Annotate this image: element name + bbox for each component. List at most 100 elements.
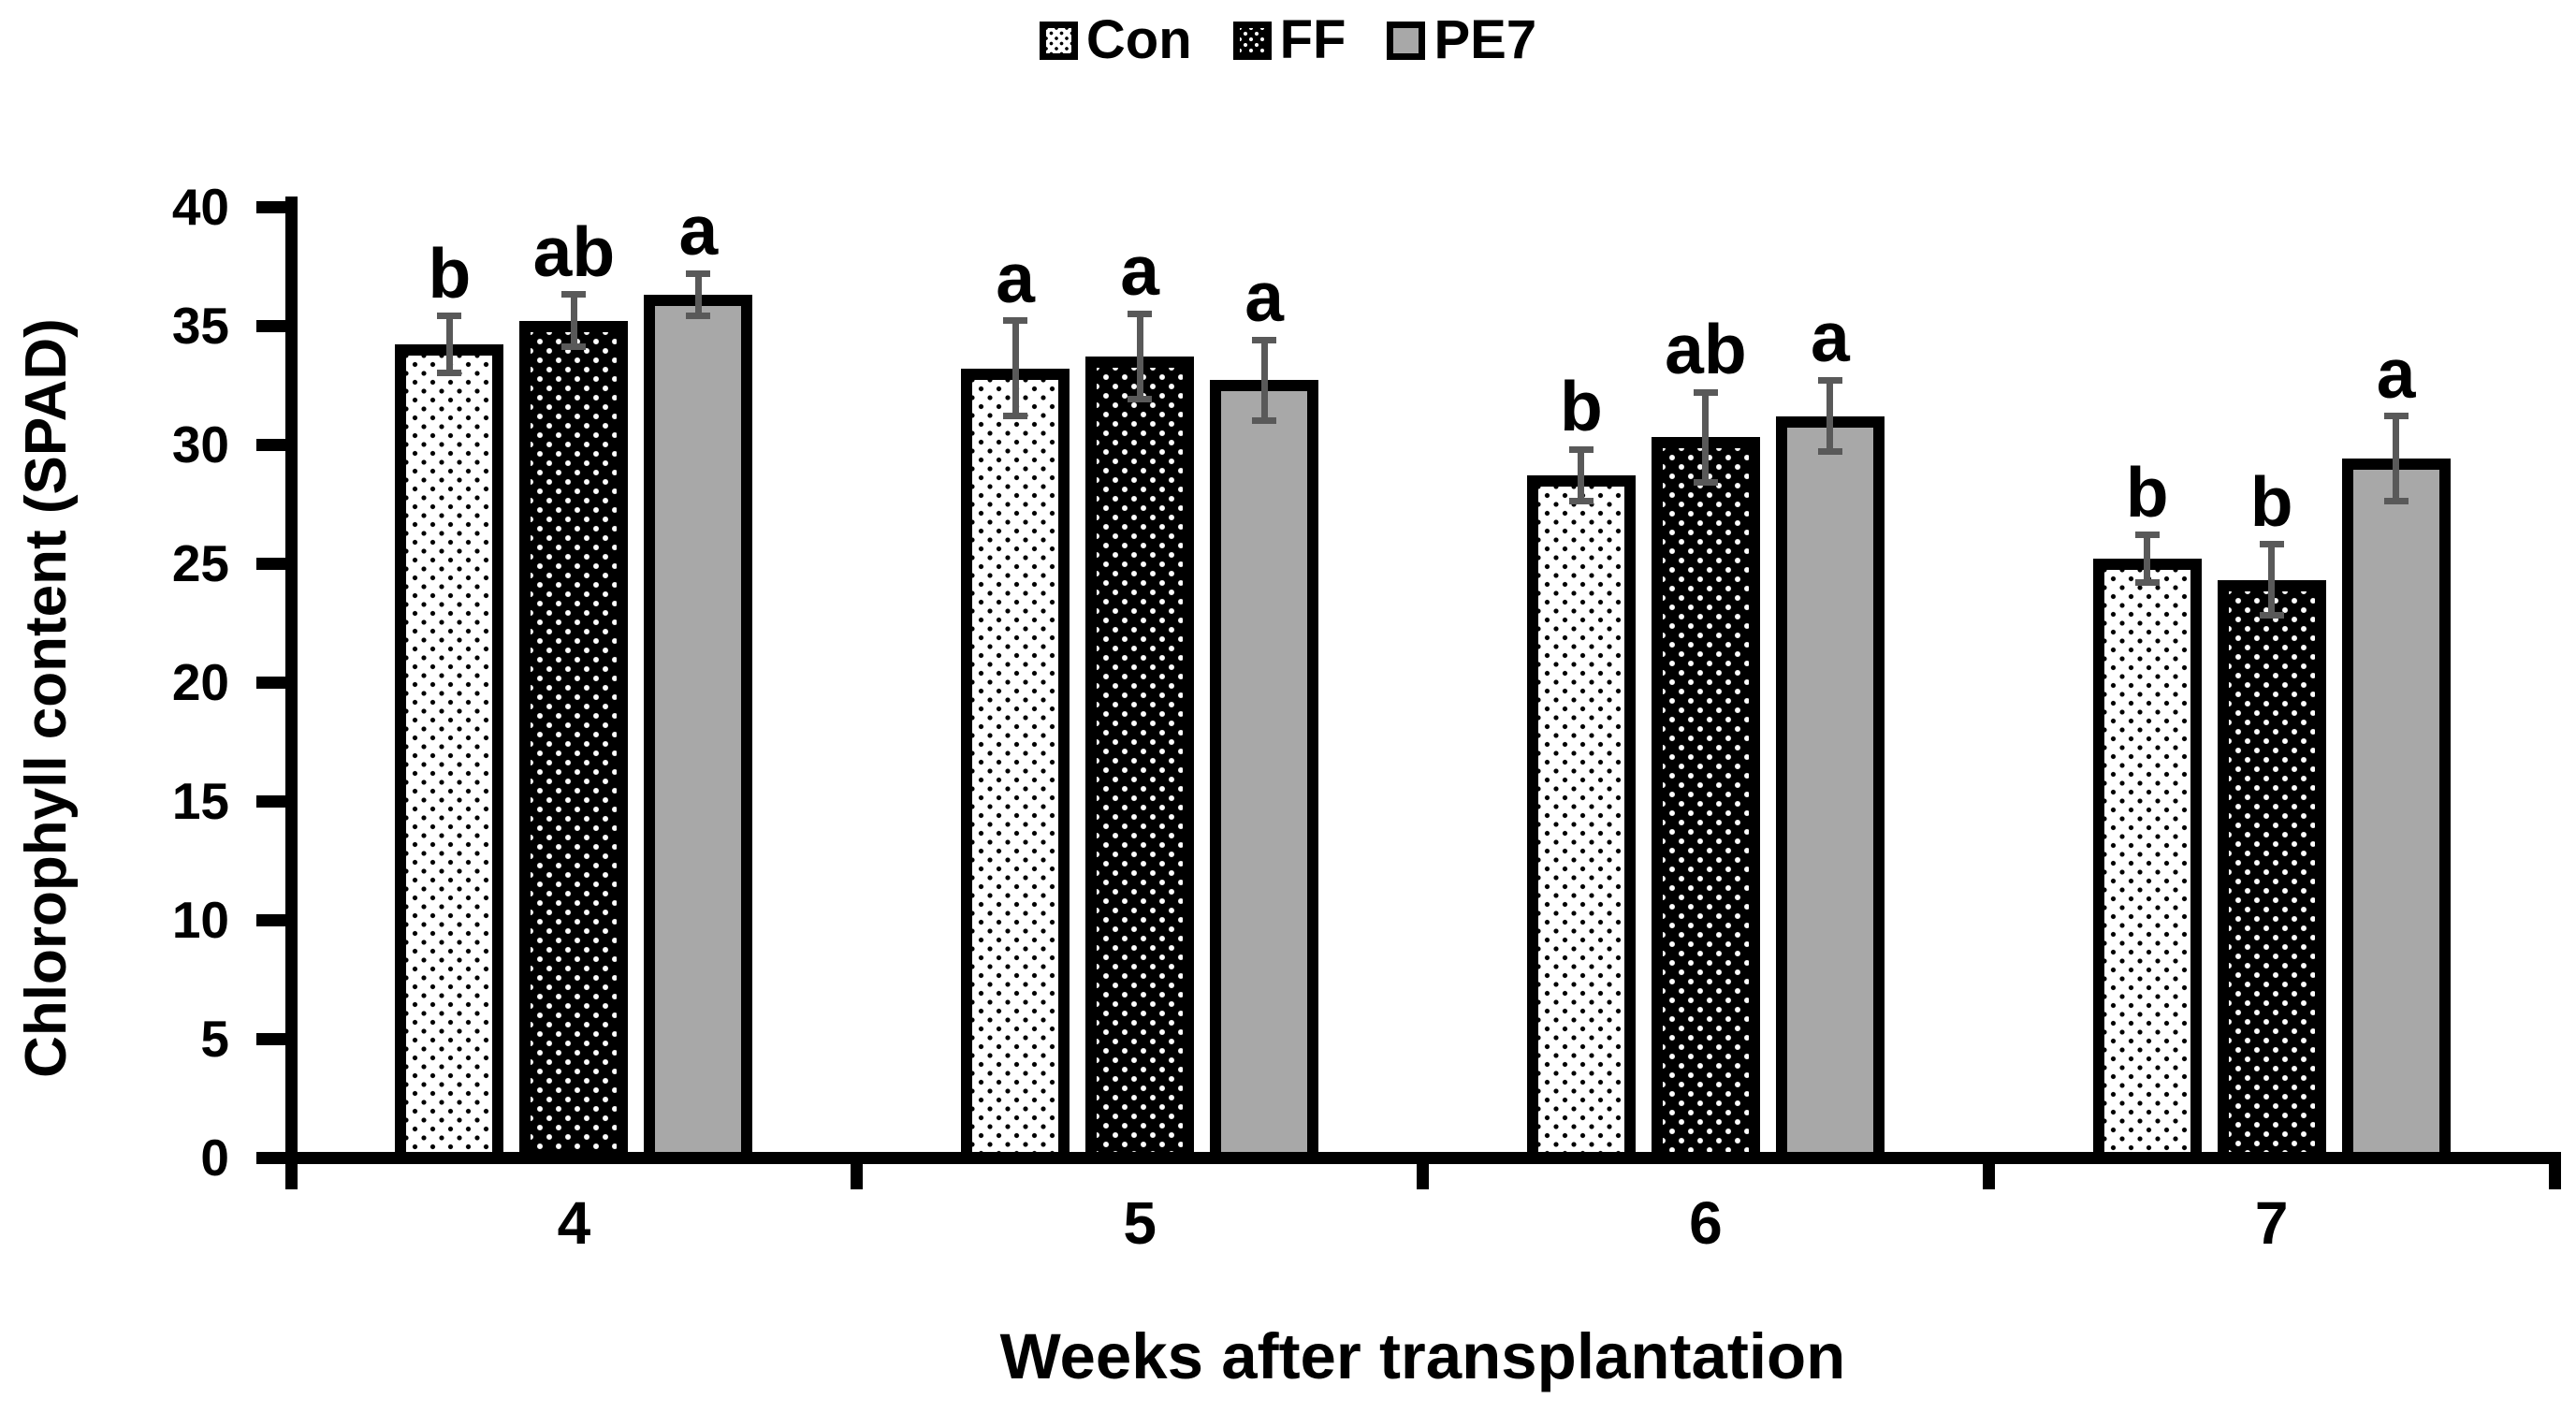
error-cap-bottom-pe7-week7 — [2383, 498, 2409, 505]
x-axis-line — [284, 1151, 2561, 1164]
legend-label-con: Con — [1085, 9, 1192, 70]
bar-con-week4 — [395, 344, 504, 1163]
sig-letter-pe7-week5: a — [1244, 257, 1284, 337]
bar-ff-week4 — [519, 320, 629, 1163]
y-tick-label-40: 40 — [171, 178, 229, 236]
legend-label-ff: FF — [1279, 9, 1346, 70]
y-tick-label-15: 15 — [171, 772, 229, 830]
error-cap-bottom-ff-week5 — [1128, 396, 1153, 403]
sig-letter-pe7-week6: a — [1811, 298, 1850, 377]
x-tick-1 — [851, 1163, 864, 1189]
bar-con-week6 — [1526, 475, 1636, 1163]
y-axis-line — [284, 197, 298, 1163]
x-axis-title: Weeks after transplantation — [999, 1320, 1846, 1392]
error-bar-con-week4 — [445, 315, 453, 373]
bar-pe7-week4 — [644, 294, 753, 1163]
error-cap-top-pe7-week4 — [686, 269, 711, 277]
y-tick-label-10: 10 — [171, 891, 229, 949]
sig-letter-ff-week6: ab — [1665, 310, 1747, 389]
error-cap-top-con-week6 — [1568, 445, 1594, 453]
error-cap-bottom-pe7-week6 — [1817, 448, 1842, 456]
sig-letter-ff-week7: b — [2249, 461, 2293, 541]
error-bar-ff-week4 — [570, 294, 577, 347]
y-tick-5 — [255, 1032, 285, 1045]
y-tick-label-30: 30 — [171, 415, 229, 473]
error-cap-top-con-week4 — [437, 313, 462, 320]
error-cap-top-pe7-week5 — [1252, 336, 1277, 343]
x-category-label-5: 5 — [1123, 1189, 1157, 1257]
y-tick-label-20: 20 — [171, 653, 229, 711]
error-cap-top-ff-week4 — [561, 291, 587, 299]
legend-swatch-pe7 — [1387, 21, 1426, 60]
error-bar-ff-week7 — [2268, 544, 2276, 616]
x-category-label-7: 7 — [2254, 1189, 2289, 1257]
error-bar-pe7-week4 — [694, 273, 702, 316]
error-cap-bottom-pe7-week4 — [686, 313, 711, 320]
error-cap-bottom-ff-week6 — [1693, 479, 1718, 487]
error-cap-top-pe7-week6 — [1817, 376, 1842, 384]
legend-item-con: Con — [1039, 9, 1192, 70]
legend-swatch-ff — [1232, 21, 1272, 60]
y-tick-40 — [255, 200, 285, 213]
error-cap-bottom-con-week5 — [1003, 413, 1028, 420]
bar-pe7-week7 — [2341, 459, 2451, 1163]
legend-item-pe7: PE7 — [1387, 13, 1536, 67]
y-tick-30 — [255, 438, 285, 451]
sig-letter-con-week4: b — [428, 233, 472, 313]
y-tick-label-25: 25 — [171, 534, 229, 592]
bar-con-week5 — [961, 368, 1070, 1163]
x-tick-0 — [284, 1163, 298, 1189]
error-bar-con-week6 — [1578, 449, 1585, 502]
x-category-label-6: 6 — [1689, 1189, 1723, 1257]
error-cap-top-con-week7 — [2134, 532, 2160, 539]
bar-con-week7 — [2092, 558, 2202, 1163]
error-bar-pe7-week7 — [2393, 415, 2400, 502]
sig-letter-pe7-week7: a — [2376, 333, 2416, 413]
error-cap-top-con-week5 — [1003, 317, 1028, 325]
y-axis-title: Chlorophyll content (SPAD) — [14, 318, 79, 1078]
sig-letter-pe7-week4: a — [678, 191, 719, 270]
x-tick-4 — [2548, 1163, 2561, 1189]
sig-letter-con-week7: b — [2125, 452, 2169, 532]
bar-ff-week7 — [2217, 579, 2326, 1163]
y-tick-20 — [255, 676, 285, 689]
error-bar-ff-week5 — [1136, 313, 1143, 400]
error-bar-con-week7 — [2144, 534, 2151, 583]
y-tick-0 — [255, 1151, 285, 1164]
error-cap-top-ff-week5 — [1128, 310, 1153, 317]
error-cap-bottom-con-week7 — [2134, 578, 2160, 586]
x-category-label-4: 4 — [557, 1189, 591, 1257]
bar-pe7-week6 — [1775, 415, 1885, 1163]
bar-pe7-week5 — [1210, 380, 1319, 1163]
x-tick-3 — [1982, 1163, 1995, 1189]
legend-swatch-con — [1039, 21, 1078, 60]
y-tick-15 — [255, 794, 285, 808]
y-tick-label-0: 0 — [200, 1129, 229, 1187]
legend-item-ff: FF — [1232, 9, 1346, 70]
sig-letter-con-week5: a — [996, 238, 1035, 317]
error-cap-bottom-con-week6 — [1568, 498, 1594, 505]
error-cap-bottom-ff-week4 — [561, 343, 587, 351]
bar-ff-week5 — [1085, 357, 1195, 1163]
x-tick-2 — [1417, 1163, 1429, 1189]
y-tick-10 — [255, 913, 285, 926]
y-tick-label-35: 35 — [171, 297, 229, 355]
y-tick-35 — [255, 319, 285, 332]
legend: Con FF PE7 — [0, 13, 2576, 67]
error-cap-top-ff-week7 — [2259, 541, 2284, 548]
error-bar-con-week5 — [1011, 320, 1019, 416]
error-cap-bottom-pe7-week5 — [1252, 417, 1277, 425]
error-cap-bottom-ff-week7 — [2259, 612, 2284, 619]
error-bar-pe7-week5 — [1260, 340, 1268, 421]
y-tick-25 — [255, 557, 285, 570]
error-bar-ff-week6 — [1702, 392, 1710, 483]
error-cap-top-pe7-week7 — [2383, 413, 2409, 420]
error-cap-bottom-con-week4 — [437, 370, 462, 377]
bar-ff-week6 — [1651, 437, 1760, 1163]
error-cap-top-ff-week6 — [1693, 388, 1718, 396]
legend-label-pe7: PE7 — [1434, 9, 1537, 70]
sig-letter-ff-week4: ab — [532, 211, 616, 291]
y-tick-label-5: 5 — [200, 1010, 229, 1068]
